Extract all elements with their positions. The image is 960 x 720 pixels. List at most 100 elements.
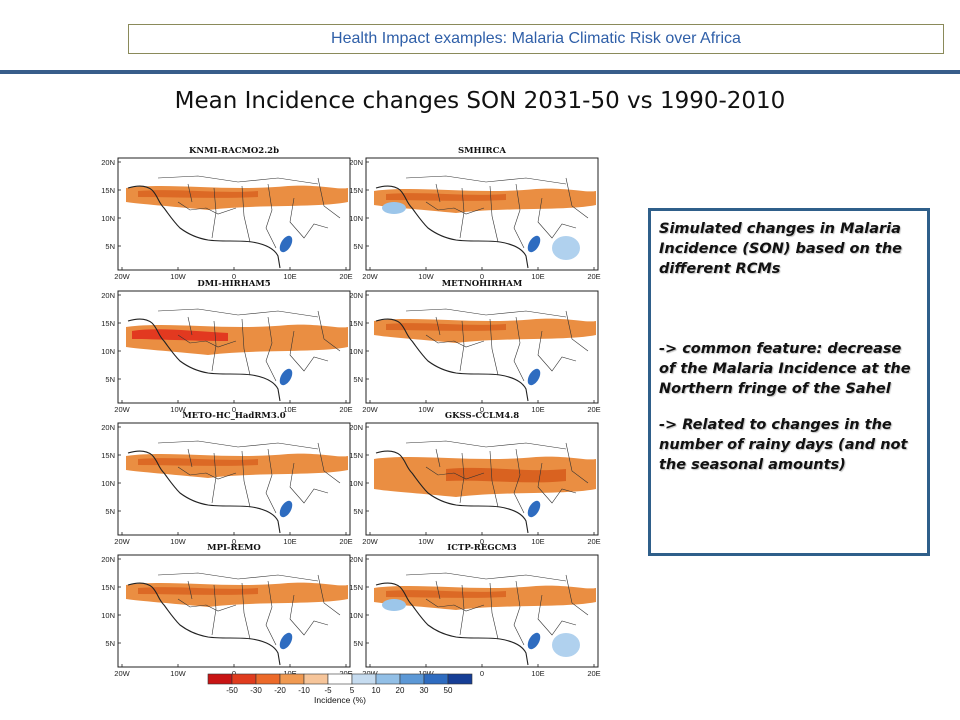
country-border: [425, 598, 485, 612]
country-border: [289, 594, 329, 636]
map-panel: METNOHIRHAM 20N 15N 10N 5N 20W 10W 0 10E 20E: [349, 279, 600, 414]
map-panel: MPI-REMO 20N 15N 10N 5N 20W 10W 0 10E 20E: [101, 543, 352, 678]
country-border: [211, 187, 217, 239]
legend-swatch: [351, 673, 377, 685]
lat-tick-label: 5N: [105, 507, 115, 516]
incidence-increase-patch: [527, 235, 541, 253]
country-border: [187, 580, 193, 600]
legend-swatch: [255, 673, 281, 685]
legend-tick-label: 10: [372, 686, 381, 695]
lat-tick-label: 15N: [349, 583, 363, 592]
panel-model-label: DMI-HIRHAM5: [197, 279, 270, 289]
coastline: [127, 318, 281, 402]
incidence-increase-patch: [279, 632, 293, 650]
callout-related-cause: -> Related to changes in the number of r…: [659, 417, 908, 473]
country-border: [157, 308, 319, 318]
lat-tick-label: 5N: [105, 242, 115, 251]
lon-tick-label: 20W: [114, 272, 130, 281]
lon-tick-label: 20W: [362, 405, 378, 414]
lon-tick-label: 0: [480, 669, 484, 678]
lon-tick-label: 20E: [339, 272, 352, 281]
country-border: [537, 462, 577, 504]
panel-model-label: MPI-REMO: [207, 543, 261, 553]
legend-tick-label: 30: [420, 686, 429, 695]
lon-tick-label: 10W: [170, 272, 186, 281]
lon-tick-label: 0: [480, 272, 484, 281]
coastline: [375, 185, 529, 269]
lon-tick-label: 10E: [283, 272, 296, 281]
lon-tick-label: 10W: [418, 537, 434, 546]
legend-tick-label: -50: [226, 686, 238, 695]
lon-tick-label: 20W: [114, 669, 130, 678]
panel-frame: [117, 422, 351, 536]
country-border: [459, 320, 465, 372]
lon-tick-label: 20E: [339, 669, 352, 678]
callout-box: Simulated changes in Malaria Incidence (…: [648, 208, 930, 556]
coastline: [127, 582, 281, 666]
incidence-increase-patch: [279, 368, 293, 386]
legend-tick-label: -20: [274, 686, 286, 695]
country-border: [537, 594, 577, 636]
country-border: [489, 185, 499, 243]
country-border: [459, 187, 465, 239]
lat-tick-label: 15N: [101, 583, 115, 592]
country-border: [187, 316, 193, 336]
country-border: [425, 466, 485, 480]
lon-tick-label: 20E: [587, 405, 600, 414]
map-panel: DMI-HIRHAM5 20N 15N 10N 5N 20W 10W 0 10E 20E: [101, 279, 352, 414]
country-border: [513, 580, 525, 646]
header-banner-text: Health Impact examples: Malaria Climatic…: [331, 30, 741, 47]
country-border: [289, 462, 329, 504]
lon-tick-label: 0: [232, 669, 236, 678]
incidence-increase-patch: [527, 368, 541, 386]
lat-tick-label: 10N: [101, 479, 115, 488]
lat-tick-label: 15N: [101, 451, 115, 460]
legend-swatch: [279, 673, 305, 685]
country-border: [405, 572, 567, 582]
legend-tick-label: -5: [324, 686, 332, 695]
lon-tick-label: 0: [480, 405, 484, 414]
lon-tick-label: 10E: [531, 537, 544, 546]
legend-swatch: [447, 673, 473, 685]
legend-tick-label: 50: [444, 686, 453, 695]
map-panel: KNMI-RACMO2.2b 20N 15N 10N 5N 20W 10W 0 10E 20E: [101, 146, 352, 281]
legend-swatch: [231, 673, 257, 685]
lon-tick-label: 20W: [114, 405, 130, 414]
incidence-increase-patch: [527, 500, 541, 518]
country-border: [187, 448, 193, 468]
map-panel: METO-HC_HadRM3.0 20N 15N 10N 5N 20W 10W 0 10E 20E: [101, 411, 352, 546]
panel-model-label: METO-HC_HadRM3.0: [182, 411, 285, 421]
coastline: [375, 582, 529, 666]
lat-tick-label: 20N: [349, 158, 363, 167]
incidence-increase-patch: [382, 202, 406, 214]
lon-tick-label: 20E: [587, 669, 600, 678]
lon-tick-label: 0: [232, 272, 236, 281]
lon-tick-label: 0: [232, 537, 236, 546]
map-panel: ICTP-REGCM3 20N 15N 10N 5N 20W 10W 0 10E 20E: [349, 543, 600, 678]
incidence-strong-decrease: [386, 193, 506, 201]
legend-swatch: [399, 673, 425, 685]
country-border: [405, 440, 567, 450]
country-border: [177, 466, 237, 480]
country-border: [265, 316, 277, 382]
country-border: [211, 452, 217, 504]
lon-tick-label: 10E: [283, 669, 296, 678]
lat-tick-label: 20N: [101, 423, 115, 432]
lon-tick-label: 0: [480, 537, 484, 546]
country-border: [211, 584, 217, 636]
lat-tick-label: 20N: [349, 423, 363, 432]
country-border: [425, 201, 485, 215]
country-border: [459, 452, 465, 504]
country-border: [489, 450, 499, 508]
lat-tick-label: 5N: [105, 375, 115, 384]
lon-tick-label: 10E: [531, 272, 544, 281]
country-border: [265, 448, 277, 514]
lat-tick-label: 10N: [349, 479, 363, 488]
country-border: [177, 201, 237, 215]
country-border: [177, 598, 237, 612]
incidence-legend: -50 -30 -20 -10 -5 5 10 20 30 50 Incidence (%): [207, 673, 473, 705]
slide-title: Mean Incidence changes SON 2031-50 vs 19…: [174, 88, 786, 114]
country-border: [211, 320, 217, 372]
coastline: [127, 185, 281, 269]
country-border: [425, 334, 485, 348]
